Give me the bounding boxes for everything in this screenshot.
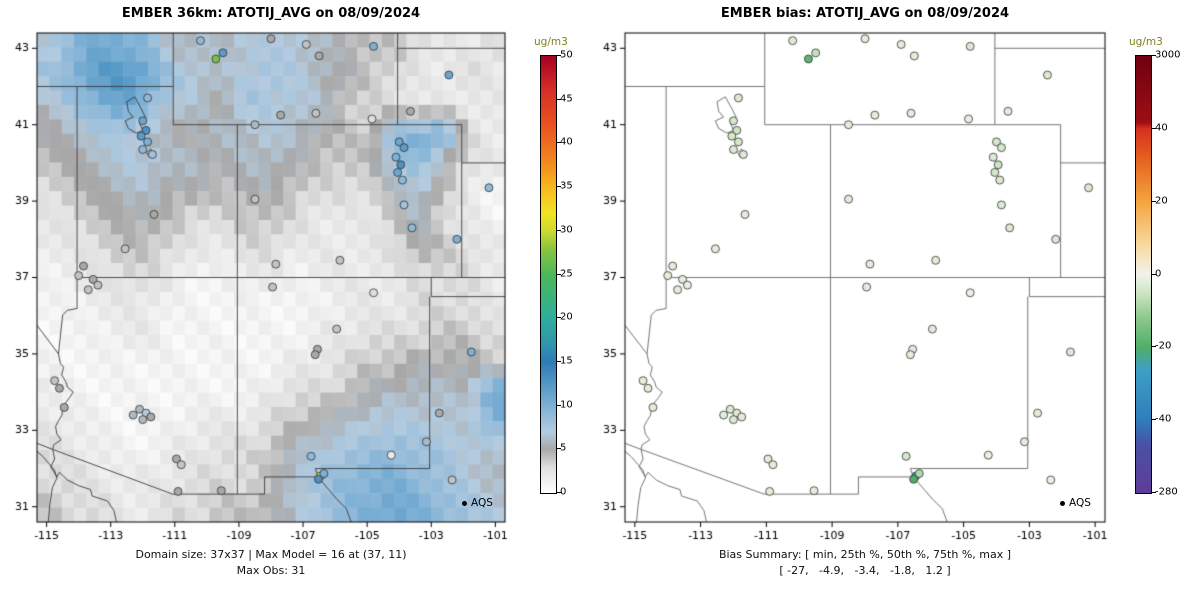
- right-colorbar-tick-label: -40: [1155, 413, 1172, 425]
- right-colorbar-tick: [1152, 127, 1156, 129]
- left-colorbar-tick: [557, 404, 561, 406]
- left-colorbar-tick-label: 20: [560, 311, 573, 323]
- right-colorbar-tick: [1152, 346, 1156, 348]
- left-aqs-label: AQS: [471, 497, 493, 509]
- right-colorbar-tick-label: 40: [1155, 122, 1168, 134]
- right-colorbar-tick-label: 20: [1155, 195, 1168, 207]
- left-colorbar-tick: [557, 492, 561, 493]
- left-colorbar-tick-label: 30: [560, 224, 573, 236]
- left-colorbar-tick-label: 50: [560, 49, 573, 61]
- left-colorbar-tick: [557, 229, 561, 231]
- left-colorbar-gradient: [540, 55, 557, 494]
- right-colorbar-unit-label: ug/m3: [1129, 36, 1163, 48]
- left-colorbar-tick-label: 45: [560, 93, 573, 105]
- left-colorbar-tick: [557, 317, 561, 319]
- aqs-dot-icon: [462, 500, 467, 506]
- left-colorbar-tick-label: 15: [560, 355, 573, 367]
- right-colorbar-gradient: [1135, 55, 1152, 494]
- left-colorbar-unit-label: ug/m3: [534, 36, 568, 48]
- right-colorbar-tick: [1152, 200, 1156, 202]
- left-colorbar-tick-label: 5: [560, 442, 567, 454]
- left-aqs-legend: AQS: [462, 497, 493, 509]
- left-colorbar-tick: [557, 55, 561, 56]
- aqs-dot-icon: [1060, 500, 1065, 506]
- left-caption-line1: Domain size: 37x37 | Max Model = 16 at (…: [135, 548, 407, 561]
- left-colorbar-tick: [557, 186, 561, 188]
- right-aqs-legend: AQS: [1060, 497, 1091, 509]
- right-colorbar-tick: [1152, 55, 1156, 56]
- right-panel-title: EMBER bias: ATOTIJ_AVG on 08/09/2024: [720, 6, 1010, 21]
- left-panel-title: EMBER 36km: ATOTIJ_AVG on 08/09/2024: [121, 6, 421, 21]
- right-colorbar-tick-label: -20: [1155, 340, 1172, 352]
- right-aqs-label: AQS: [1069, 497, 1091, 509]
- right-caption-line1: Bias Summary: [ min, 25th %, 50th %, 75t…: [718, 548, 1012, 561]
- left-colorbar-tick: [557, 142, 561, 144]
- right-colorbar-tick: [1152, 273, 1156, 275]
- left-colorbar-tick-label: 0: [560, 486, 567, 498]
- left-colorbar-tick: [557, 360, 561, 362]
- left-colorbar-tick: [557, 448, 561, 450]
- right-colorbar-tick-label: 0: [1155, 268, 1162, 279]
- right-caption-line2: [ -27, -4.9, -3.4, -1.8, 1.2 ]: [779, 564, 951, 577]
- left-colorbar-tick-label: 10: [560, 399, 573, 411]
- right-colorbar-tick: [1152, 492, 1156, 493]
- right-colorbar-tick-label: 3000: [1155, 49, 1181, 61]
- left-colorbar-tick-label: 25: [560, 268, 573, 279]
- right-colorbar-tick-label: -280: [1155, 486, 1178, 498]
- left-colorbar-tick-label: 35: [560, 180, 573, 192]
- left-colorbar-tick: [557, 273, 561, 275]
- left-colorbar-tick-label: 40: [560, 136, 573, 148]
- left-caption-line2: Max Obs: 31: [236, 564, 306, 577]
- right-colorbar-tick: [1152, 419, 1156, 421]
- left-colorbar-tick: [557, 98, 561, 100]
